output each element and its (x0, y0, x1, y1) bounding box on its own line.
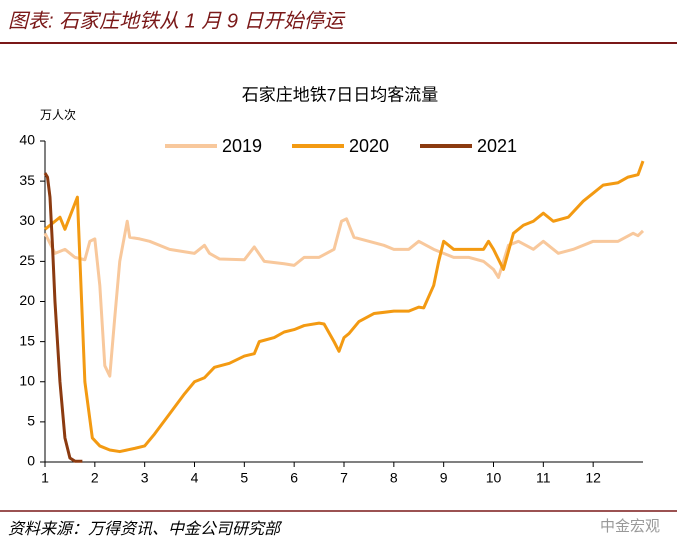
series-line (43, 172, 83, 463)
x-tick-label: 5 (240, 470, 248, 486)
x-tick-label: 2 (91, 470, 99, 486)
x-tick-label: 10 (486, 470, 502, 486)
y-tick-label: 20 (19, 292, 35, 308)
x-tick-label: 4 (191, 470, 199, 486)
x-tick-label: 11 (536, 470, 551, 486)
y-tick-label: 10 (19, 372, 35, 388)
x-tick-label: 12 (585, 470, 601, 486)
x-tick-label: 7 (340, 470, 348, 486)
legend-label: 2019 (222, 136, 262, 156)
y-tick-label: 30 (19, 212, 35, 228)
x-tick-label: 1 (41, 470, 49, 486)
y-tick-label: 40 (19, 132, 35, 148)
watermark: 中金宏观 (600, 518, 660, 535)
series-line (43, 217, 645, 378)
y-tick-label: 25 (19, 252, 35, 268)
x-tick-label: 3 (141, 470, 149, 486)
y-axis-label: 万人次 (40, 108, 76, 122)
chart-title: 石家庄地铁7日日均客流量 (242, 85, 438, 104)
series-line (44, 160, 645, 454)
y-tick-label: 15 (19, 332, 35, 348)
x-tick-label: 6 (290, 470, 298, 486)
x-tick-label: 9 (440, 470, 448, 486)
legend-label: 2021 (477, 136, 517, 156)
y-tick-label: 5 (27, 413, 35, 429)
y-tick-label: 35 (19, 172, 35, 188)
y-tick-label: 0 (27, 453, 35, 469)
legend-label: 2020 (349, 136, 389, 156)
header: 图表: 石家庄地铁从 1 月 9 日开始停运 (8, 10, 346, 32)
source: 资料来源：万得资讯、中金公司研究部 (8, 520, 283, 538)
x-tick-label: 8 (390, 470, 398, 486)
